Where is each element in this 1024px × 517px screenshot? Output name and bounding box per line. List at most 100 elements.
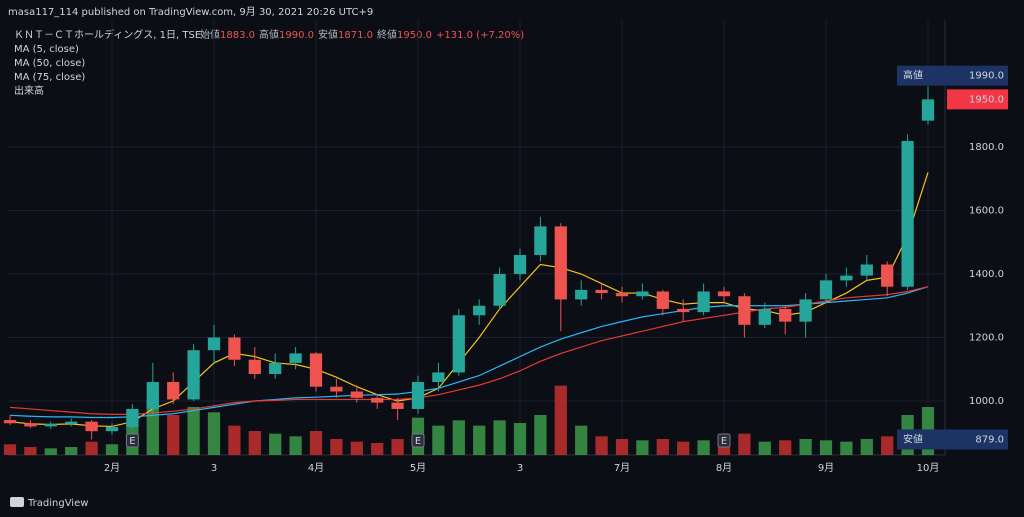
event-label: E <box>129 436 135 447</box>
badge-box <box>897 65 1008 86</box>
candle-body <box>758 308 771 325</box>
candle-body <box>350 391 363 398</box>
candle-body <box>411 381 425 409</box>
candle-body <box>146 381 159 409</box>
volume-bar <box>309 431 323 455</box>
x-tick-label: 8月 <box>716 462 732 474</box>
candle-body <box>717 291 731 297</box>
badge-box <box>897 429 1008 450</box>
change: +131.0 (+7.20%) <box>436 30 524 41</box>
legend-entry: MA (5, close) <box>14 44 79 55</box>
event-box <box>717 433 731 448</box>
candle-body <box>105 427 119 432</box>
candle-body <box>24 423 37 427</box>
x-tick-label: 4月 <box>308 462 324 474</box>
volume-bar <box>677 441 690 455</box>
ohlc-label: 始値 <box>200 28 220 41</box>
volume-bar <box>697 440 710 455</box>
event-box <box>125 433 139 448</box>
volume-bar <box>187 407 200 455</box>
x-tick-label: 2月 <box>104 462 120 474</box>
badge-value: 1950.0 <box>969 94 1004 105</box>
candle-body <box>309 353 323 387</box>
ohlc: 始値1883.0 高値1990.0 安値1871.0 終値1950.0 +131.0 (… <box>200 28 524 41</box>
legend-entry: MA (75, close) <box>14 72 85 83</box>
volume-bar <box>44 448 57 455</box>
volume-bar <box>330 439 343 455</box>
candle-body <box>391 402 404 409</box>
candle-body <box>289 353 302 363</box>
ohlc-value: 1871.0 <box>338 30 373 41</box>
ohlc-value: 1883.0 <box>220 30 255 41</box>
badge-value: 879.0 <box>975 434 1004 445</box>
candle-body <box>432 372 445 382</box>
x-tick-label: 5月 <box>410 462 426 474</box>
badge-value: 1990.0 <box>969 71 1004 82</box>
badge-label: 安値 <box>903 432 923 445</box>
volume-bar <box>432 425 445 455</box>
candle-body <box>452 315 465 373</box>
y-tick-label: 1600.0 <box>969 206 1004 217</box>
candle-body <box>860 264 873 276</box>
volume-bar <box>24 447 37 455</box>
ohlc-label: 高値 <box>259 28 279 41</box>
candle-body <box>228 337 241 360</box>
event-label: E <box>721 436 727 447</box>
price-badge: 高値 1990.0 <box>897 65 1008 86</box>
candle-body <box>187 350 200 400</box>
moving-averages <box>9 172 929 428</box>
volume-bar <box>840 441 853 455</box>
volume-bar <box>779 440 792 455</box>
volume-bar <box>575 425 588 455</box>
y-tick-label: 1000.0 <box>969 396 1004 407</box>
candle-body <box>167 381 180 400</box>
event-marker: E <box>411 433 425 448</box>
volume-bar <box>391 439 404 455</box>
legend-entry: MA (50, close) <box>14 58 85 69</box>
candle-body <box>677 308 690 313</box>
moving-average <box>9 286 929 415</box>
volume-bar <box>105 444 119 455</box>
event-box <box>411 433 425 448</box>
footer-text: TradingView <box>27 498 88 509</box>
logo <box>10 497 24 507</box>
volume-bar <box>248 431 261 455</box>
candle-body <box>697 291 710 313</box>
volume-bar <box>554 385 567 455</box>
volume-bar <box>473 425 486 455</box>
volume-bar <box>167 415 180 455</box>
x-tick-label: 9月 <box>818 462 834 474</box>
volume-bar <box>289 436 302 455</box>
candle-body <box>44 423 57 427</box>
volume-bar <box>534 415 547 455</box>
candle-body <box>881 264 894 287</box>
y-tick-label: 1800.0 <box>969 142 1004 153</box>
candle-body <box>493 274 506 306</box>
candle-body <box>330 386 343 392</box>
volume-bar <box>269 433 282 455</box>
volume-bar <box>636 440 649 455</box>
volume-bar <box>85 441 98 455</box>
legend-entry: 出来高 <box>14 84 44 97</box>
candle-body <box>615 293 629 297</box>
volume-bar <box>881 436 894 455</box>
volume-bar <box>228 425 241 455</box>
candle-body <box>371 397 384 403</box>
x-tick-label: 10月 <box>917 462 940 474</box>
x-tick-label: 7月 <box>614 462 630 474</box>
symbol: ＫＮＴ－ＣＴホールディングス, 1日, TSE <box>14 28 201 41</box>
volume-bar <box>758 441 771 455</box>
volume-bar <box>493 420 506 455</box>
candle-body <box>65 421 78 424</box>
volume-bar <box>513 423 527 455</box>
published: masa117_114 published on TradingView.com… <box>8 6 373 18</box>
volume-bar <box>207 412 221 455</box>
volume-bar <box>65 447 78 455</box>
candle-body <box>636 291 649 297</box>
x-tick-label: 3 <box>517 463 523 474</box>
volume-bar <box>595 436 608 455</box>
candle-body <box>799 299 812 322</box>
volume-bar <box>656 439 669 455</box>
candle-body <box>126 408 139 428</box>
candle-body <box>901 140 914 287</box>
